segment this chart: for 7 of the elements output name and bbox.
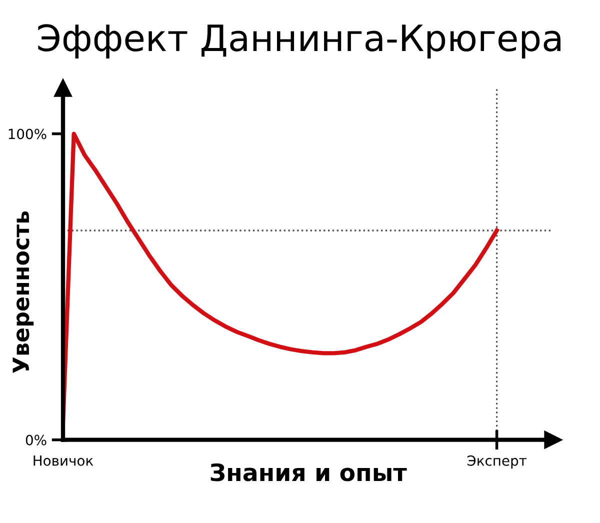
y-axis-title: Уверенность bbox=[12, 211, 34, 374]
x-axis-title: Знания и опыт bbox=[210, 463, 407, 482]
x-tick-label: Новичок bbox=[34, 456, 94, 466]
y-tick-label: 0% bbox=[26, 434, 46, 446]
y-tick-label: 100% bbox=[8, 128, 46, 140]
chart-title: Эффект Даннинга-Крюгера bbox=[38, 24, 560, 58]
x-tick-label: Эксперт bbox=[467, 455, 527, 469]
